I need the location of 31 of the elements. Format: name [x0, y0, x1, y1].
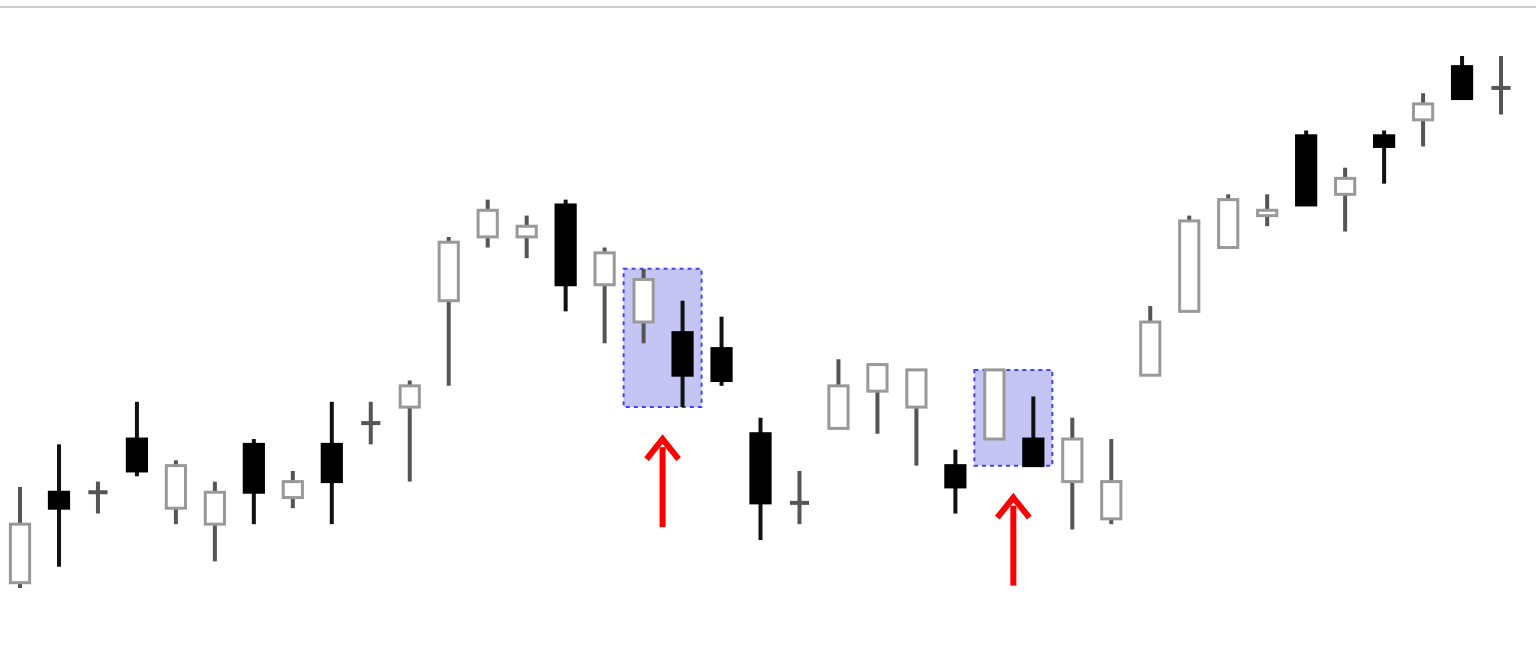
candlestick [671, 298, 694, 410]
candlestick [1256, 192, 1279, 229]
candlestick [320, 399, 343, 527]
candlestick [787, 468, 812, 527]
candlestick [1217, 192, 1240, 250]
candlestick [944, 447, 967, 516]
candlestick [1489, 56, 1513, 117]
candlestick [398, 378, 421, 484]
candlestick [1061, 415, 1084, 532]
candlestick [1022, 394, 1045, 468]
candlestick [203, 479, 226, 564]
candlestick [632, 266, 655, 346]
candlestick [1411, 91, 1435, 149]
candlestick [86, 479, 110, 516]
candlestick [281, 468, 304, 511]
candlestick [1334, 165, 1357, 234]
candlestick [125, 399, 149, 479]
candlestick [476, 197, 499, 250]
candlestick [515, 213, 538, 261]
candlestick [359, 399, 383, 447]
candlestick [242, 437, 265, 527]
candlestick [905, 367, 928, 468]
candlestick [866, 362, 889, 436]
candlestick [1450, 56, 1474, 101]
candlestick [593, 245, 616, 346]
candlestick [164, 458, 187, 527]
candlestick [1100, 437, 1123, 527]
candlestick [827, 357, 850, 431]
candlestick [710, 314, 733, 388]
candlestick [47, 442, 71, 569]
candlestick [1373, 128, 1396, 186]
